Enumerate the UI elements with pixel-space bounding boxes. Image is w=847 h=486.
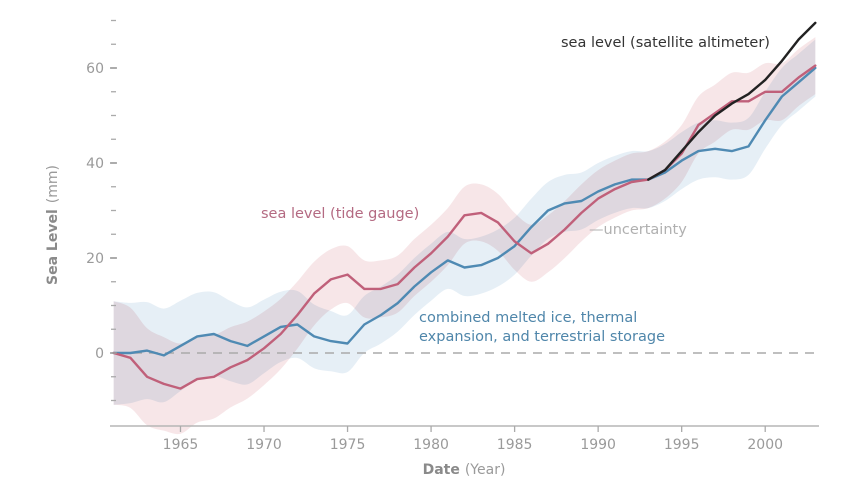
annotation-combined-line-2: expansion, and terrestrial storage bbox=[419, 329, 665, 345]
x-tick-label: 2000 bbox=[747, 437, 783, 453]
x-tick-label: 1970 bbox=[246, 437, 282, 453]
x-tick-label: 1995 bbox=[664, 437, 700, 453]
x-axis-title: Date (Year) bbox=[423, 462, 506, 478]
y-tick-label: 60 bbox=[86, 61, 104, 77]
annotation-satellite-altimeter: sea level (satellite altimeter) bbox=[561, 35, 770, 51]
series-lines bbox=[112, 21, 817, 390]
y-axis: 0 20 40 60 bbox=[86, 19, 117, 402]
uncertainty-band-1 bbox=[113, 39, 816, 405]
y-tick-label: 40 bbox=[86, 156, 104, 172]
annotation-combined-line-1: combined melted ice, thermal bbox=[419, 310, 637, 326]
x-tick-label: 1990 bbox=[580, 437, 616, 453]
y-axis-title-main: Sea Level bbox=[45, 209, 61, 285]
y-axis-title-unit: (mm) bbox=[45, 165, 61, 203]
annotation-tide-gauge: sea level (tide gauge) bbox=[261, 206, 419, 222]
x-axis-title-main: Date bbox=[423, 462, 460, 478]
y-tick-label: 0 bbox=[95, 346, 104, 362]
x-tick-label: 1985 bbox=[497, 437, 533, 453]
y-axis-title: Sea Level (mm) bbox=[45, 165, 61, 285]
x-axis-title-unit: (Year) bbox=[465, 462, 506, 478]
annotation-uncertainty: —uncertainty bbox=[589, 222, 687, 238]
x-axis: 1965 1970 1975 1980 1985 1990 1995 2000 bbox=[110, 425, 819, 453]
x-tick-label: 1975 bbox=[330, 437, 366, 453]
x-tick-label: 1980 bbox=[413, 437, 449, 453]
x-tick-label: 1965 bbox=[163, 437, 199, 453]
y-tick-label: 20 bbox=[86, 251, 104, 267]
series-line-tide-gauge bbox=[112, 64, 817, 390]
uncertainty-bands bbox=[113, 37, 816, 435]
series-line-satellite-altimeter bbox=[647, 21, 817, 181]
